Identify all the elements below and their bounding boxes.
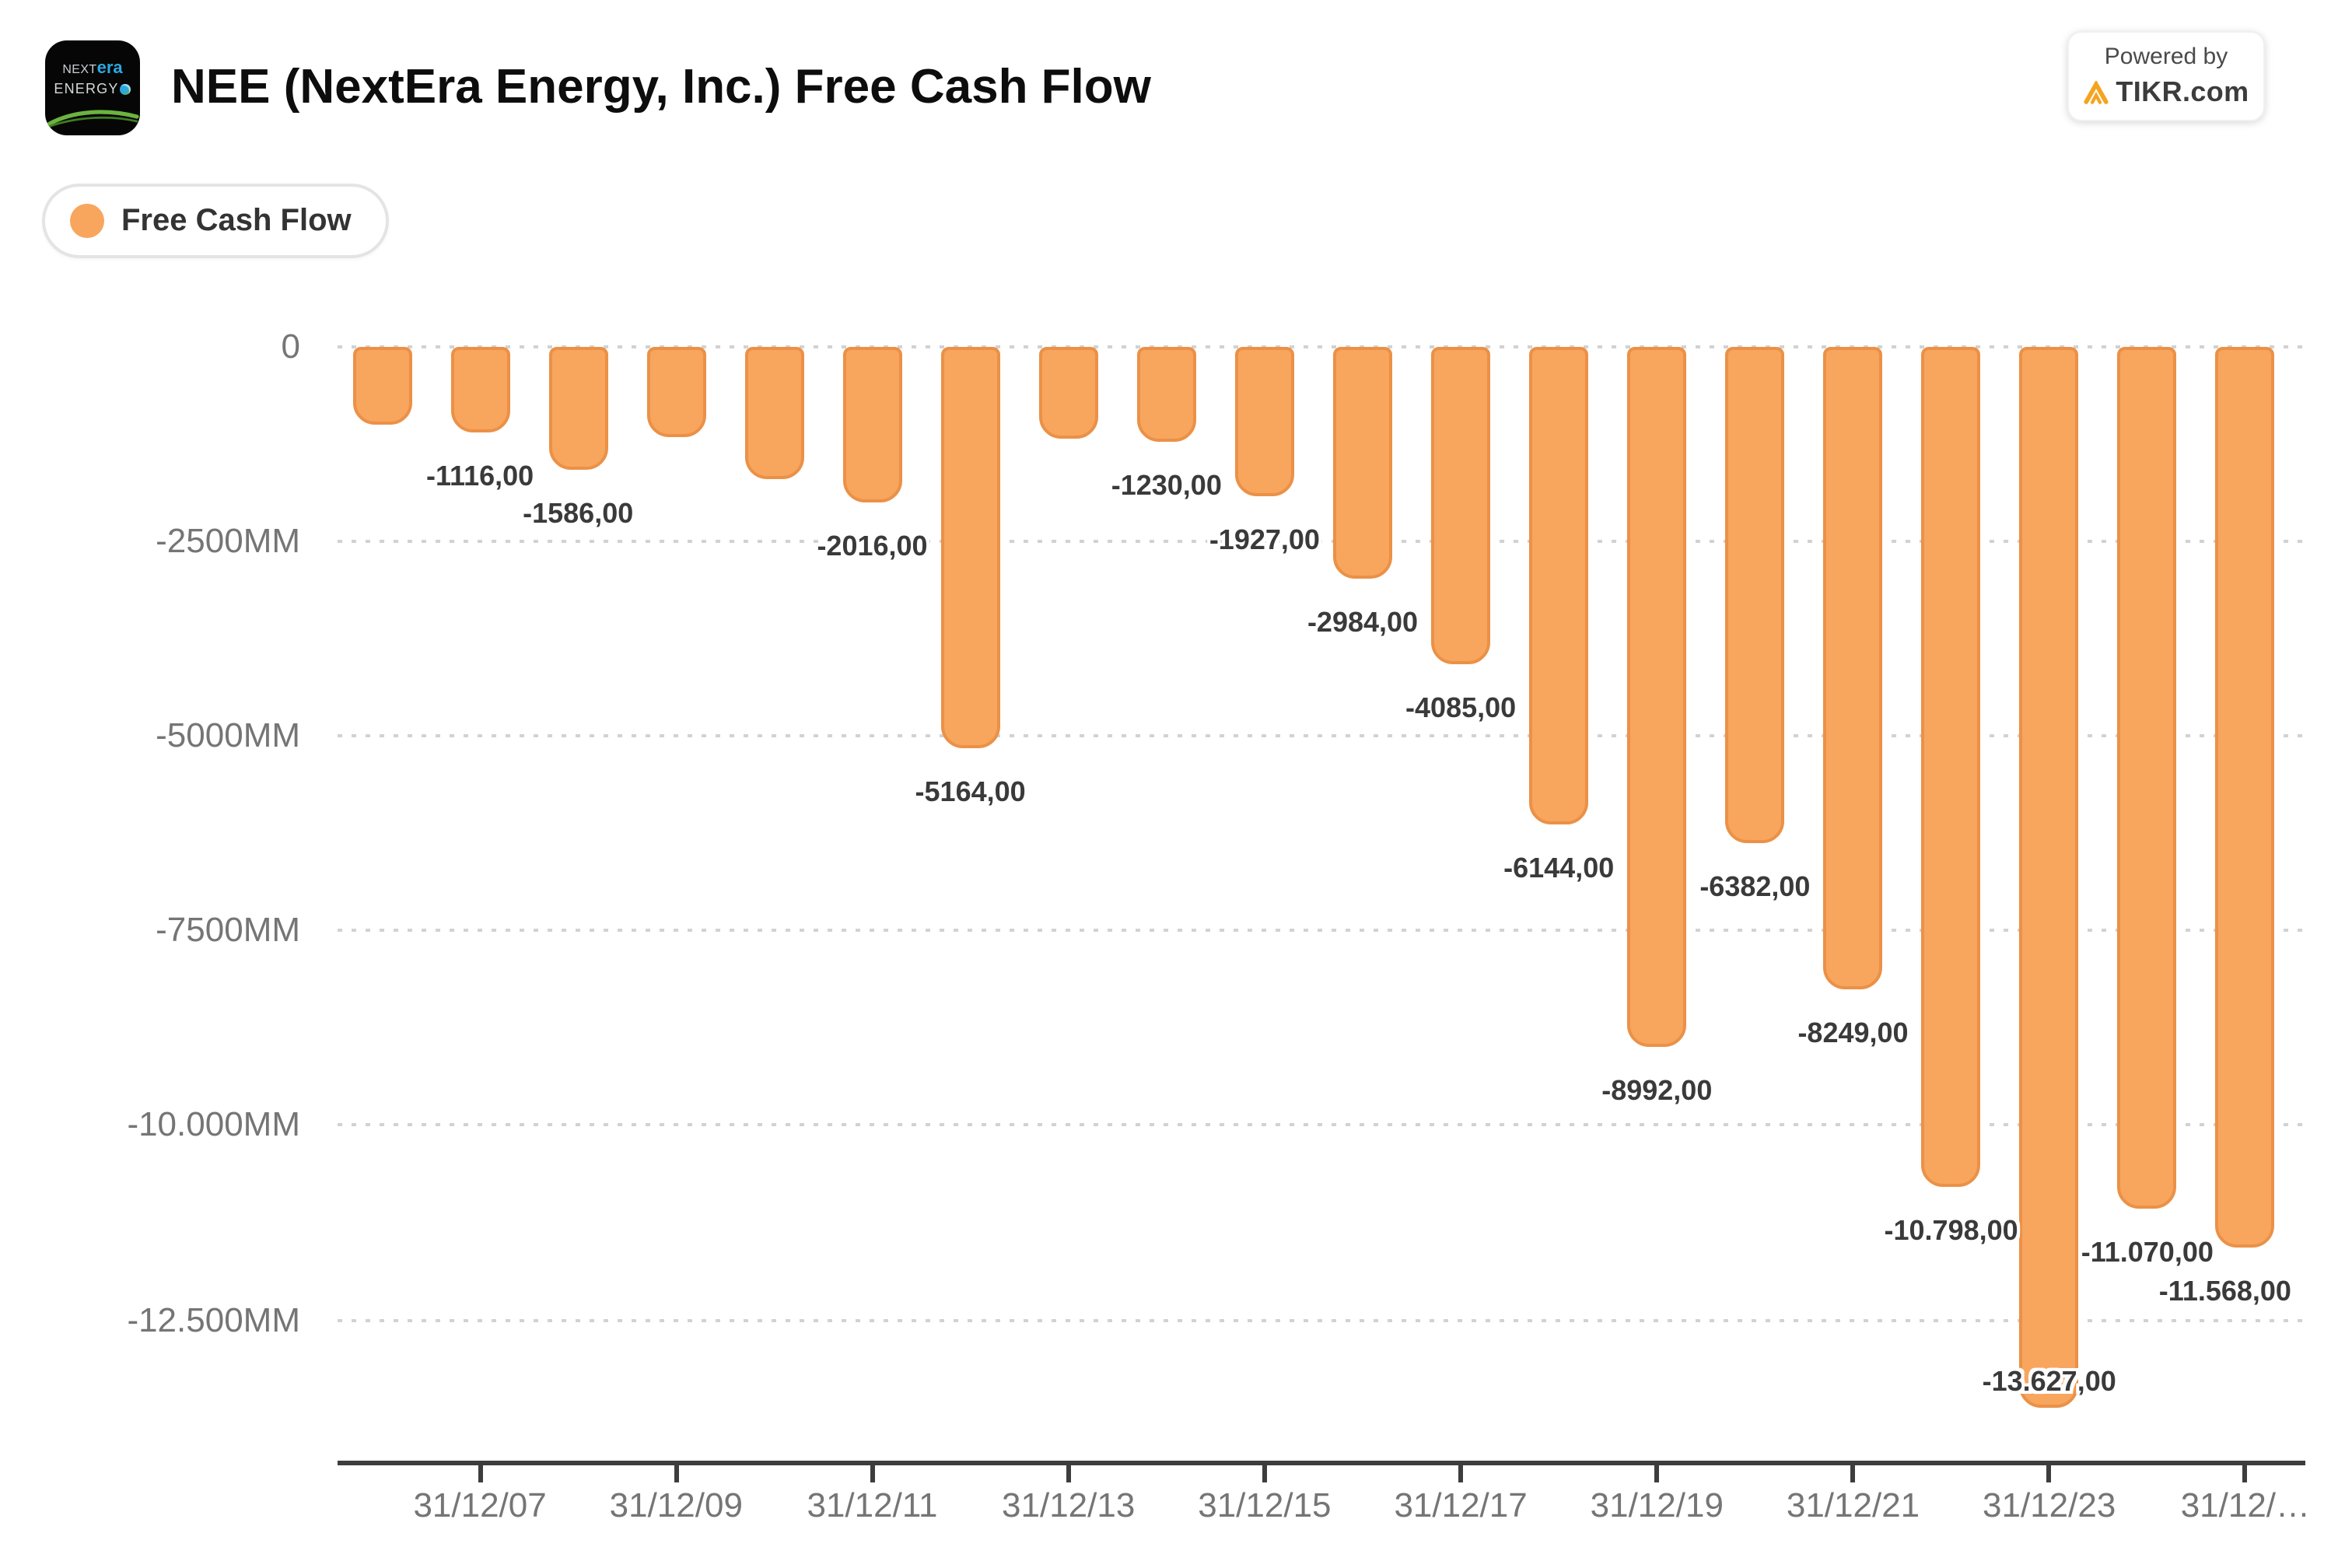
bar-value-label: -10.798,00 bbox=[1884, 1215, 2018, 1247]
bar[interactable] bbox=[1136, 346, 1196, 443]
legend-series-dot bbox=[70, 204, 104, 238]
grid-line bbox=[338, 1123, 2305, 1127]
axis-tick bbox=[1654, 1465, 1660, 1482]
x-axis-label: 31/12/15 bbox=[1198, 1486, 1332, 1524]
bar-value-label: -1116,00 bbox=[426, 460, 534, 492]
bar[interactable] bbox=[2019, 346, 2079, 1408]
x-axis-label: 31/12/07 bbox=[413, 1486, 547, 1524]
bar[interactable] bbox=[352, 346, 411, 425]
globe-icon bbox=[120, 84, 131, 95]
legend-item-free-cash-flow[interactable]: Free Cash Flow bbox=[42, 184, 389, 258]
y-axis-label: -12.500MM bbox=[127, 1300, 300, 1339]
bar-value-label: -11.568,00 bbox=[2158, 1275, 2291, 1307]
logo-next-text: NEXT bbox=[62, 62, 97, 76]
grid-line bbox=[338, 929, 2305, 933]
bar-value-label: -2984,00 bbox=[1307, 606, 1419, 638]
nextera-energy-logo: NEXTera ENERGY bbox=[45, 40, 140, 135]
y-axis-label: -2500MM bbox=[156, 520, 300, 560]
grid-line bbox=[338, 345, 2305, 348]
logo-era-text: era bbox=[96, 59, 123, 78]
bar[interactable] bbox=[940, 346, 1000, 749]
grid-line bbox=[338, 733, 2305, 737]
bar-value-label: -11.070,00 bbox=[2081, 1236, 2214, 1268]
legend: Free Cash Flow bbox=[42, 184, 389, 258]
x-axis-line bbox=[338, 1461, 2305, 1465]
bar-value-label: -6144,00 bbox=[1503, 852, 1615, 884]
bar[interactable] bbox=[1038, 346, 1098, 439]
tikr-triangle-icon bbox=[2084, 81, 2109, 104]
axis-tick bbox=[1262, 1465, 1267, 1482]
bar-value-label: -2016,00 bbox=[817, 530, 928, 562]
axis-tick bbox=[478, 1465, 483, 1482]
bar-value-label: -1927,00 bbox=[1209, 524, 1320, 555]
bar[interactable] bbox=[1529, 346, 1589, 825]
bar[interactable] bbox=[1234, 346, 1294, 496]
bar-value-label: -4085,00 bbox=[1405, 692, 1517, 724]
bar-value-label: -5164,00 bbox=[915, 776, 1026, 808]
bar[interactable] bbox=[548, 346, 608, 470]
axis-tick bbox=[1066, 1465, 1071, 1482]
bar-value-label: -1230,00 bbox=[1111, 470, 1222, 502]
axis-tick bbox=[674, 1465, 679, 1482]
x-axis-label: 31/12/19 bbox=[1590, 1486, 1724, 1524]
axis-tick bbox=[1850, 1465, 1856, 1482]
y-axis-label: -7500MM bbox=[156, 910, 300, 950]
green-swoosh-icon bbox=[46, 110, 139, 128]
bar[interactable] bbox=[2117, 346, 2177, 1209]
grid-line bbox=[338, 539, 2305, 543]
y-axis-label: -5000MM bbox=[156, 715, 300, 754]
nextera-logo-text: NEXTera ENERGY bbox=[45, 59, 140, 96]
bar[interactable] bbox=[1725, 346, 1785, 844]
x-axis-label: 31/12/13 bbox=[1002, 1486, 1136, 1524]
bar[interactable] bbox=[1921, 346, 1981, 1188]
bar-value-label: -8249,00 bbox=[1797, 1017, 1909, 1048]
y-axis-label: -10.000MM bbox=[127, 1104, 300, 1144]
axis-tick bbox=[2046, 1465, 2052, 1482]
x-axis-label: 31/12/17 bbox=[1394, 1486, 1528, 1524]
axis-tick bbox=[1458, 1465, 1464, 1482]
bar-value-label: -1586,00 bbox=[523, 497, 634, 529]
logo-energy-text: ENERGY bbox=[54, 81, 119, 96]
x-axis-label: 31/12/23 bbox=[1983, 1486, 2116, 1524]
bar[interactable] bbox=[1333, 346, 1392, 579]
bar[interactable] bbox=[1431, 346, 1491, 665]
bar[interactable] bbox=[450, 346, 510, 433]
legend-series-label: Free Cash Flow bbox=[121, 203, 352, 237]
badge-tikr-text: TIKR.com bbox=[2116, 76, 2249, 107]
bar-value-label: -8992,00 bbox=[1601, 1074, 1713, 1106]
bar-value-label: -6382,00 bbox=[1699, 871, 1811, 903]
badge-powered-by-text: Powered by bbox=[2104, 44, 2228, 70]
x-axis-label: 31/12/… bbox=[2180, 1486, 2311, 1524]
bar[interactable] bbox=[1823, 346, 1883, 989]
bar-value-label: -13.627,00 bbox=[1982, 1365, 2116, 1397]
grid-line bbox=[338, 1318, 2305, 1321]
axis-tick bbox=[870, 1465, 875, 1482]
x-axis-label: 31/12/11 bbox=[807, 1486, 938, 1524]
powered-by-badge[interactable]: Powered by TIKR.com bbox=[2067, 31, 2265, 121]
y-axis-label: 0 bbox=[281, 326, 301, 365]
bar[interactable] bbox=[2215, 346, 2275, 1248]
bar[interactable] bbox=[646, 346, 706, 438]
axis-tick bbox=[2242, 1465, 2248, 1482]
page-title: NEE (NextEra Energy, Inc.) Free Cash Flo… bbox=[171, 59, 1151, 114]
bar[interactable] bbox=[842, 346, 902, 503]
bar[interactable] bbox=[1627, 346, 1687, 1047]
bar[interactable] bbox=[744, 346, 804, 480]
x-axis-label: 31/12/21 bbox=[1786, 1486, 1920, 1524]
x-axis-label: 31/12/09 bbox=[609, 1486, 743, 1524]
